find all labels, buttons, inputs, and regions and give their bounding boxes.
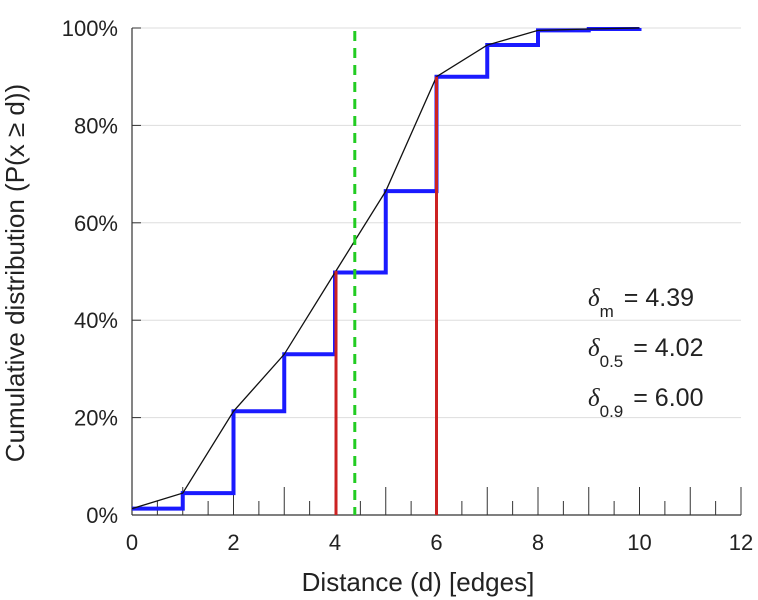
x-tick-label: 12 bbox=[729, 530, 753, 555]
stat-mean-symbol: δ bbox=[588, 285, 600, 312]
y-axis-title: Cumulative distribution (P(x ≥ d)) bbox=[0, 84, 30, 462]
stat-median-symbol: δ bbox=[588, 335, 600, 362]
step-series-line bbox=[132, 26, 642, 511]
series-layer bbox=[131, 26, 642, 511]
y-tick-label: 40% bbox=[74, 308, 118, 333]
stat-p90: δ0.9 = 6.00 bbox=[588, 384, 703, 421]
y-tick-label: 80% bbox=[74, 113, 118, 138]
interpolated-series-line bbox=[131, 27, 640, 510]
tick-labels: 0 2 4 6 8 10 12 0% 20% 40% 60% 80% 100% bbox=[62, 16, 754, 555]
y-tick-label: 20% bbox=[74, 406, 118, 431]
stat-median-value: = 4.02 bbox=[633, 334, 703, 362]
stat-p90-subscript: 0.9 bbox=[600, 402, 624, 421]
x-tick-label: 6 bbox=[430, 530, 442, 555]
stat-mean-subscript: m bbox=[600, 302, 614, 321]
x-axis-title: Distance (d) [edges] bbox=[302, 567, 535, 597]
x-tick-label: 4 bbox=[329, 530, 341, 555]
y-tick-label: 0% bbox=[86, 503, 118, 528]
y-tick-label: 100% bbox=[62, 16, 118, 41]
stat-median-subscript: 0.5 bbox=[600, 352, 624, 371]
x-tick-label: 8 bbox=[532, 530, 544, 555]
stat-p90-symbol: δ bbox=[588, 385, 600, 412]
x-tick-label: 2 bbox=[227, 530, 239, 555]
y-tick-label: 60% bbox=[74, 211, 118, 236]
stat-mean-value: = 4.39 bbox=[624, 284, 694, 312]
stats-annotations: δm = 4.39 δ0.5 = 4.02 δ0.9 = 6.00 bbox=[588, 284, 703, 421]
stat-mean: δm = 4.39 bbox=[588, 284, 694, 321]
stat-p90-value: = 6.00 bbox=[633, 384, 703, 412]
x-tick-label: 0 bbox=[126, 530, 138, 555]
vertical-markers bbox=[334, 31, 438, 515]
stat-median: δ0.5 = 4.02 bbox=[588, 334, 703, 371]
x-tick-label: 10 bbox=[627, 530, 651, 555]
